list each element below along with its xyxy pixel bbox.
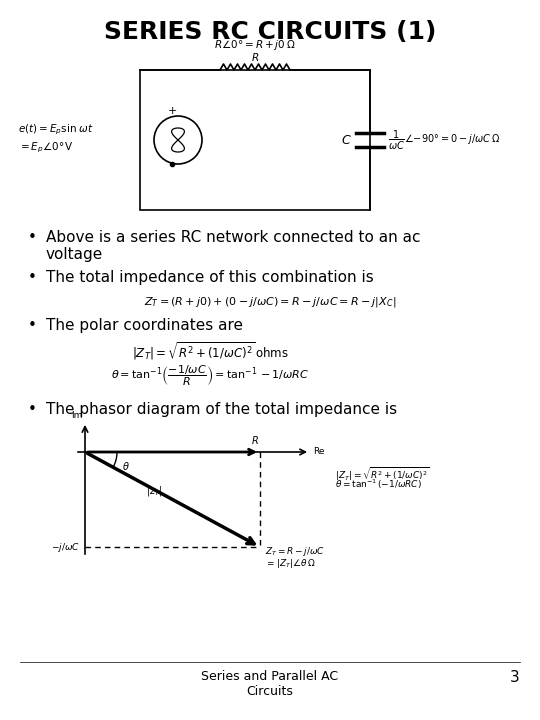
- Text: $=E_p\angle 0°\,\mathrm{V}$: $=E_p\angle 0°\,\mathrm{V}$: [18, 141, 74, 156]
- Text: $\dfrac{1}{\omega C}\angle{-90°}=0-j/\omega C\,\Omega$: $\dfrac{1}{\omega C}\angle{-90°}=0-j/\om…: [388, 128, 500, 151]
- Text: The phasor diagram of the total impedance is: The phasor diagram of the total impedanc…: [46, 402, 397, 417]
- Text: •: •: [28, 270, 37, 285]
- Text: •: •: [28, 318, 37, 333]
- Text: $R\angle 0°=R+j0\,\Omega$: $R\angle 0°=R+j0\,\Omega$: [214, 38, 296, 52]
- Text: The polar coordinates are: The polar coordinates are: [46, 318, 243, 333]
- Text: $C$: $C$: [341, 133, 352, 146]
- Text: R: R: [252, 436, 258, 446]
- Text: •: •: [28, 402, 37, 417]
- Text: The total impedance of this combination is: The total impedance of this combination …: [46, 270, 374, 285]
- Text: $\theta$: $\theta$: [122, 460, 130, 472]
- Text: $Z_T=(R+j0)+(0-j/\omega C)=R-j/\omega C=R-j|X_C|$: $Z_T=(R+j0)+(0-j/\omega C)=R-j/\omega C=…: [144, 295, 396, 309]
- Text: +: +: [167, 106, 177, 116]
- Text: voltage: voltage: [46, 247, 103, 262]
- Text: 3: 3: [510, 670, 520, 685]
- Text: $Z_T=R-j/\omega C$: $Z_T=R-j/\omega C$: [265, 545, 325, 558]
- Text: $=|Z_T|\angle\theta\,\Omega$: $=|Z_T|\angle\theta\,\Omega$: [265, 557, 316, 570]
- Bar: [140, 70, 370, 210]
- Text: Above is a series RC network connected to an ac: Above is a series RC network connected t…: [46, 230, 421, 245]
- Text: $\theta=\tan^{-1}\!\left(\dfrac{-1/\omega C}{R}\right)=\tan^{-1}-1/\omega RC$: $\theta=\tan^{-1}\!\left(\dfrac{-1/\omeg…: [111, 364, 309, 389]
- Text: $-j/\omega C$: $-j/\omega C$: [51, 541, 80, 554]
- Text: SERIES RC CIRCUITS (1): SERIES RC CIRCUITS (1): [104, 20, 436, 44]
- Text: $R$: $R$: [251, 51, 259, 63]
- Text: Re: Re: [313, 448, 325, 456]
- Text: $e(t)=E_p\sin\,\omega t$: $e(t)=E_p\sin\,\omega t$: [18, 123, 94, 138]
- Text: •: •: [28, 230, 37, 245]
- Text: Im: Im: [72, 411, 83, 420]
- Text: $|Z_T|=\sqrt{R^2+(1/\omega C)^2}$: $|Z_T|=\sqrt{R^2+(1/\omega C)^2}$: [335, 465, 430, 482]
- Text: $\theta=\tan^{-1}(-1/\omega RC)$: $\theta=\tan^{-1}(-1/\omega RC)$: [335, 478, 422, 491]
- Text: $|z_T|$: $|z_T|$: [146, 484, 163, 498]
- Text: $|Z_T|=\sqrt{R^2+(1/\omega C)^2}\,\mathrm{ohms}$: $|Z_T|=\sqrt{R^2+(1/\omega C)^2}\,\mathr…: [132, 340, 288, 361]
- Text: Series and Parallel AC
Circuits: Series and Parallel AC Circuits: [201, 670, 339, 698]
